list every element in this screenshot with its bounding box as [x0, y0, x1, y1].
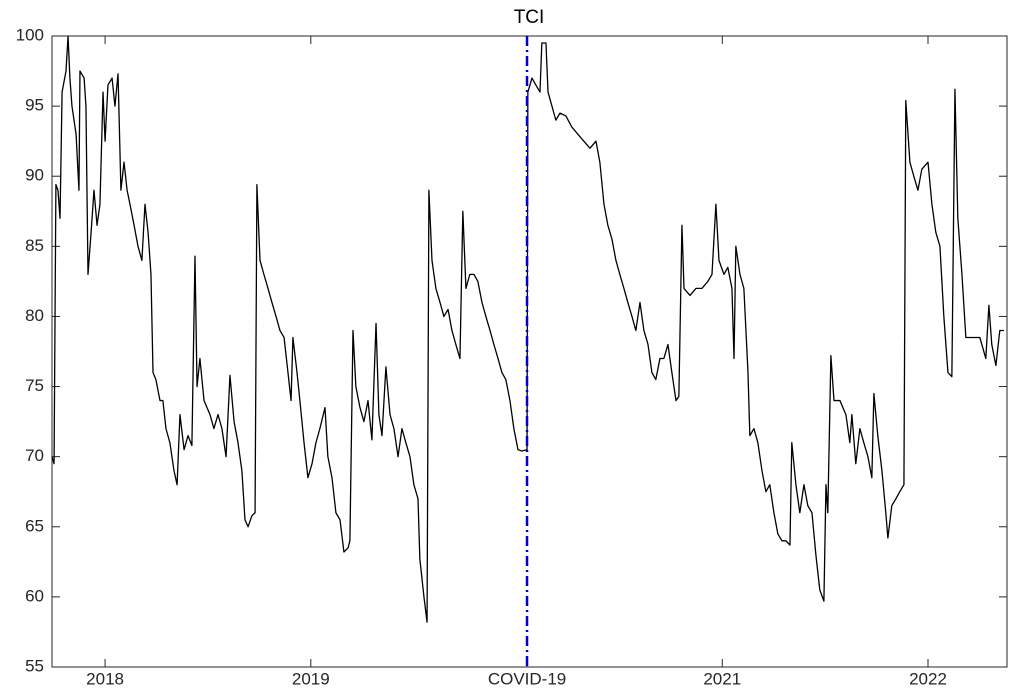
y-tick-label: 95 — [25, 96, 44, 115]
x-tick-label: 2018 — [86, 669, 124, 688]
y-tick-label: 75 — [25, 376, 44, 395]
y-tick-label: 100 — [16, 25, 44, 44]
y-tick-label: 60 — [25, 586, 44, 605]
x-tick-label: 2019 — [292, 669, 330, 688]
x-tick-label: 2022 — [909, 669, 947, 688]
data-line — [51, 35, 1004, 623]
y-tick-label: 80 — [25, 306, 44, 325]
y-tick-label: 90 — [25, 166, 44, 185]
chart-title: TCI — [514, 7, 545, 28]
y-tick-label: 70 — [25, 446, 44, 465]
y-tick-label: 85 — [25, 236, 44, 255]
x-tick-label: COVID-19 — [488, 669, 566, 688]
x-tick-label: 2021 — [703, 669, 741, 688]
y-tick-label: 65 — [25, 516, 44, 535]
plot-frame — [51, 35, 1008, 668]
y-tick-label: 55 — [25, 656, 44, 675]
